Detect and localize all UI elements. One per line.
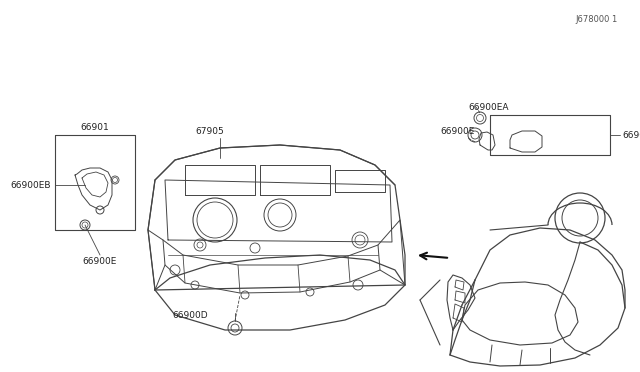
- Text: 66900D: 66900D: [172, 311, 207, 321]
- Text: J678000 1: J678000 1: [575, 16, 617, 25]
- Text: 66900E: 66900E: [82, 257, 116, 266]
- Text: 66900: 66900: [622, 131, 640, 140]
- Text: 66900EB: 66900EB: [10, 180, 51, 189]
- Text: 66901: 66901: [80, 124, 109, 132]
- Text: 66900EA: 66900EA: [468, 103, 509, 112]
- Text: 67905: 67905: [195, 128, 224, 137]
- Text: 66900E: 66900E: [440, 128, 474, 137]
